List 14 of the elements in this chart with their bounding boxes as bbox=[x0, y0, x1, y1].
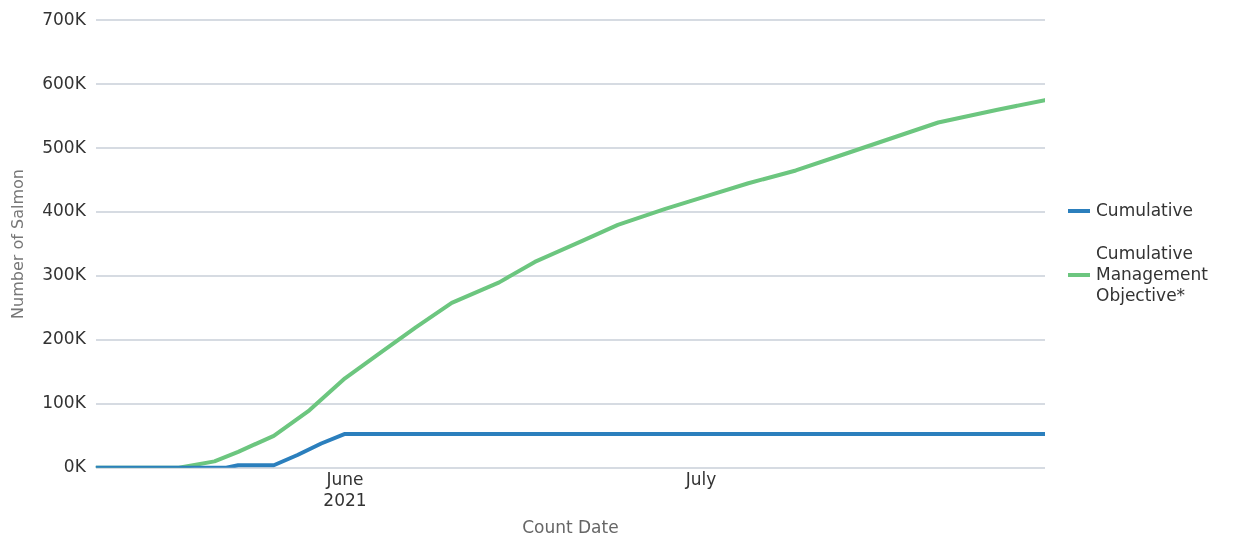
legend-label: Cumulative bbox=[1096, 200, 1195, 221]
y-tick-label: 0K bbox=[63, 456, 87, 477]
y-tick-label: 300K bbox=[42, 264, 87, 285]
legend-label: Cumulative Management Objective* bbox=[1096, 243, 1209, 306]
y-tick-label: 200K bbox=[42, 328, 87, 349]
x-tick-label: June 2021 bbox=[323, 469, 367, 510]
x-axis-title: Count Date bbox=[522, 517, 619, 538]
y-tick-label: 600K bbox=[42, 72, 87, 93]
y-tick-label: 400K bbox=[42, 200, 87, 221]
y-tick-label: 500K bbox=[42, 136, 87, 157]
y-tick-label: 100K bbox=[42, 392, 87, 413]
y-tick-label: 700K bbox=[42, 8, 87, 29]
x-tick-label: July bbox=[684, 469, 717, 490]
y-axis-title: Number of Salmon bbox=[7, 169, 27, 319]
